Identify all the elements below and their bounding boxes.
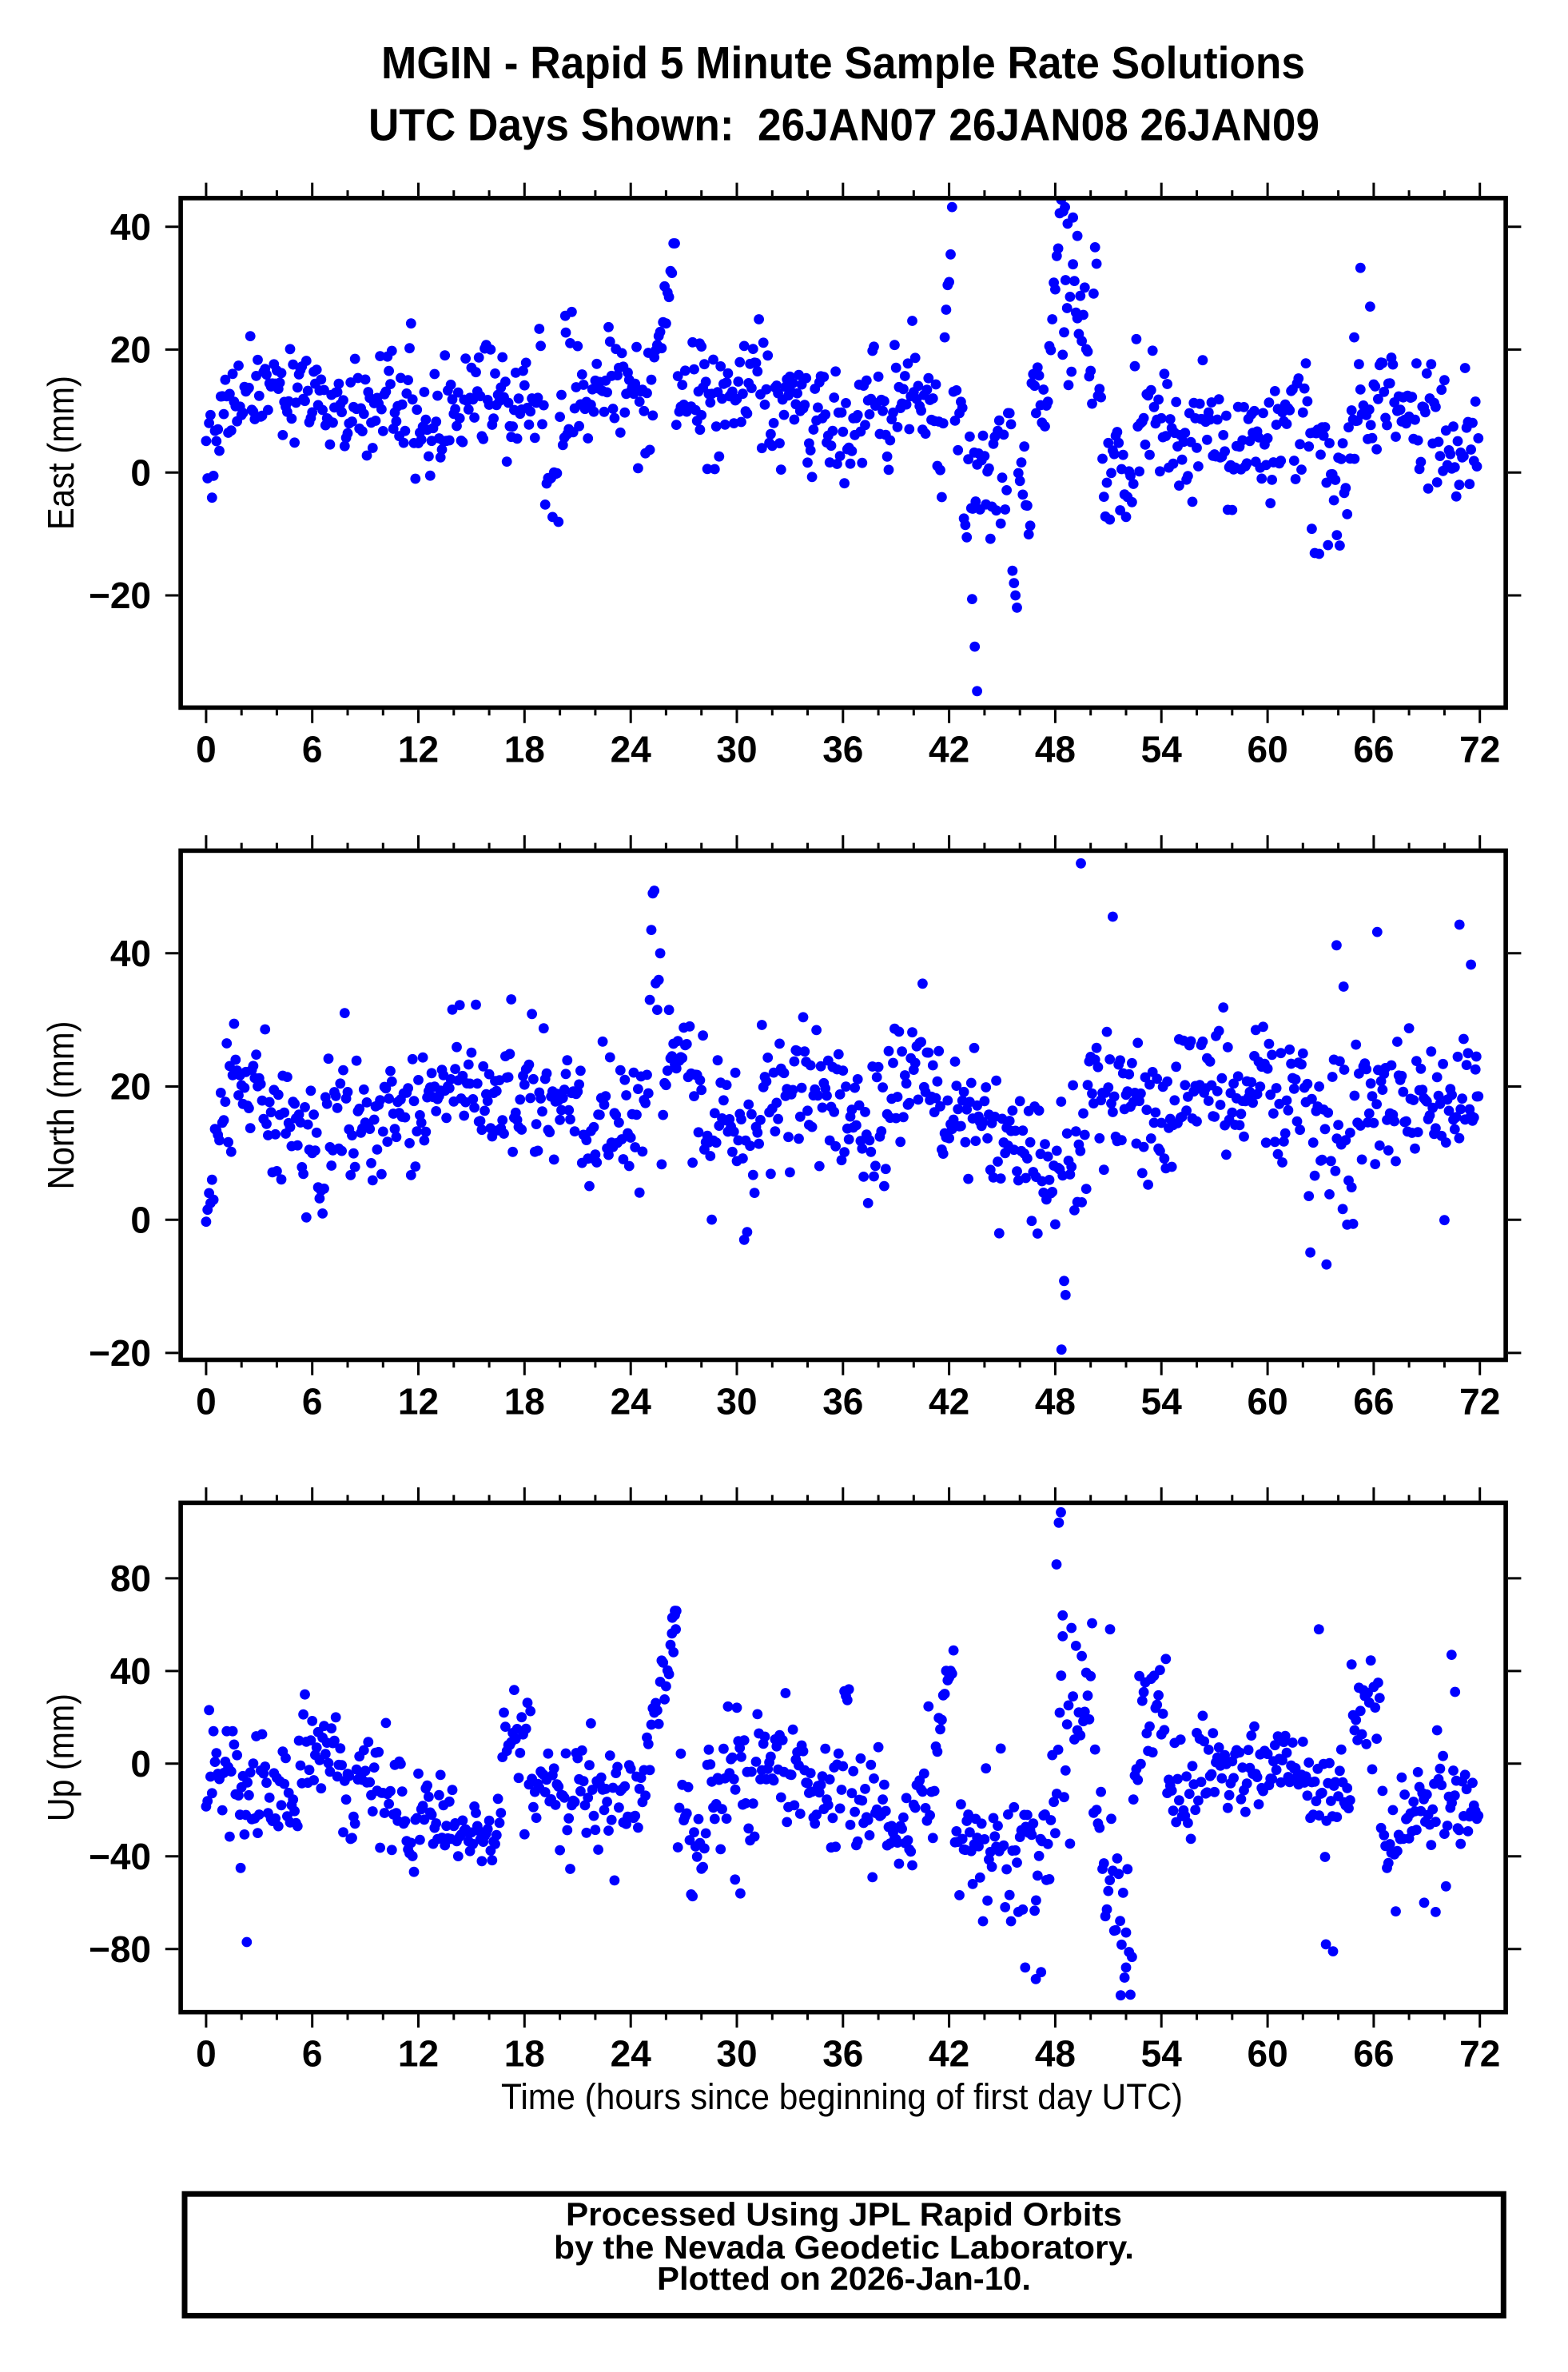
svg-text:40: 40 (110, 1650, 151, 1692)
svg-text:−20: −20 (89, 1332, 151, 1374)
svg-text:60: 60 (1248, 1381, 1288, 1423)
svg-text:66: 66 (1353, 2033, 1394, 2075)
svg-text:60: 60 (1248, 2033, 1288, 2075)
svg-text:Plotted on 2026-Jan-10.: Plotted on 2026-Jan-10. (657, 2260, 1031, 2297)
svg-text:6: 6 (302, 728, 323, 770)
svg-text:by the Nevada Geodetic Laborat: by the Nevada Geodetic Laboratory. (554, 2229, 1134, 2266)
svg-text:72: 72 (1459, 1381, 1500, 1423)
svg-text:North (mm): North (mm) (40, 1021, 82, 1190)
svg-text:72: 72 (1459, 2033, 1500, 2075)
svg-text:54: 54 (1141, 2033, 1183, 2075)
svg-text:6: 6 (302, 2033, 323, 2075)
svg-text:18: 18 (504, 728, 545, 770)
svg-text:72: 72 (1459, 728, 1500, 770)
svg-text:20: 20 (110, 329, 151, 371)
svg-text:24: 24 (611, 1381, 652, 1423)
svg-text:48: 48 (1035, 2033, 1076, 2075)
svg-text:East (mm): East (mm) (40, 376, 82, 530)
svg-text:48: 48 (1035, 1381, 1076, 1423)
svg-text:12: 12 (398, 1381, 439, 1423)
svg-text:36: 36 (822, 2033, 863, 2075)
svg-text:12: 12 (398, 728, 439, 770)
svg-text:18: 18 (504, 1381, 545, 1423)
svg-text:24: 24 (611, 728, 652, 770)
svg-text:54: 54 (1141, 1381, 1183, 1423)
svg-text:−20: −20 (89, 575, 151, 616)
svg-text:0: 0 (196, 2033, 217, 2075)
svg-text:54: 54 (1141, 728, 1183, 770)
svg-text:0: 0 (130, 1743, 151, 1785)
svg-text:24: 24 (611, 2033, 652, 2075)
svg-text:66: 66 (1353, 1381, 1394, 1423)
svg-text:Time (hours since beginning of: Time (hours since beginning of first day… (501, 2076, 1183, 2117)
svg-text:UTC Days Shown: 26JAN07 26JAN: UTC Days Shown: 26JAN07 26JAN08 26JAN09 (368, 100, 1319, 151)
svg-text:0: 0 (130, 1199, 151, 1240)
svg-text:42: 42 (929, 2033, 969, 2075)
svg-text:−80: −80 (89, 1928, 151, 1970)
svg-text:40: 40 (110, 933, 151, 974)
svg-text:12: 12 (398, 2033, 439, 2075)
svg-text:40: 40 (110, 206, 151, 248)
svg-text:30: 30 (716, 2033, 757, 2075)
svg-text:66: 66 (1353, 728, 1394, 770)
svg-text:36: 36 (822, 1381, 863, 1423)
svg-text:18: 18 (504, 2033, 545, 2075)
svg-text:36: 36 (822, 728, 863, 770)
svg-text:6: 6 (302, 1381, 323, 1423)
svg-text:MGIN - Rapid 5 Minute Sample R: MGIN - Rapid 5 Minute Sample Rate Soluti… (381, 38, 1305, 89)
svg-text:80: 80 (110, 1558, 151, 1599)
svg-text:42: 42 (929, 728, 969, 770)
svg-text:42: 42 (929, 1381, 969, 1423)
svg-text:0: 0 (196, 1381, 217, 1423)
svg-text:Processed Using JPL Rapid Orbi: Processed Using JPL Rapid Orbits (566, 2196, 1122, 2233)
svg-text:Up (mm): Up (mm) (40, 1693, 82, 1821)
svg-text:0: 0 (196, 728, 217, 770)
svg-text:20: 20 (110, 1066, 151, 1108)
svg-text:0: 0 (130, 452, 151, 493)
svg-text:−40: −40 (89, 1836, 151, 1877)
svg-text:30: 30 (716, 1381, 757, 1423)
svg-text:60: 60 (1248, 728, 1288, 770)
svg-text:30: 30 (716, 728, 757, 770)
svg-text:48: 48 (1035, 728, 1076, 770)
